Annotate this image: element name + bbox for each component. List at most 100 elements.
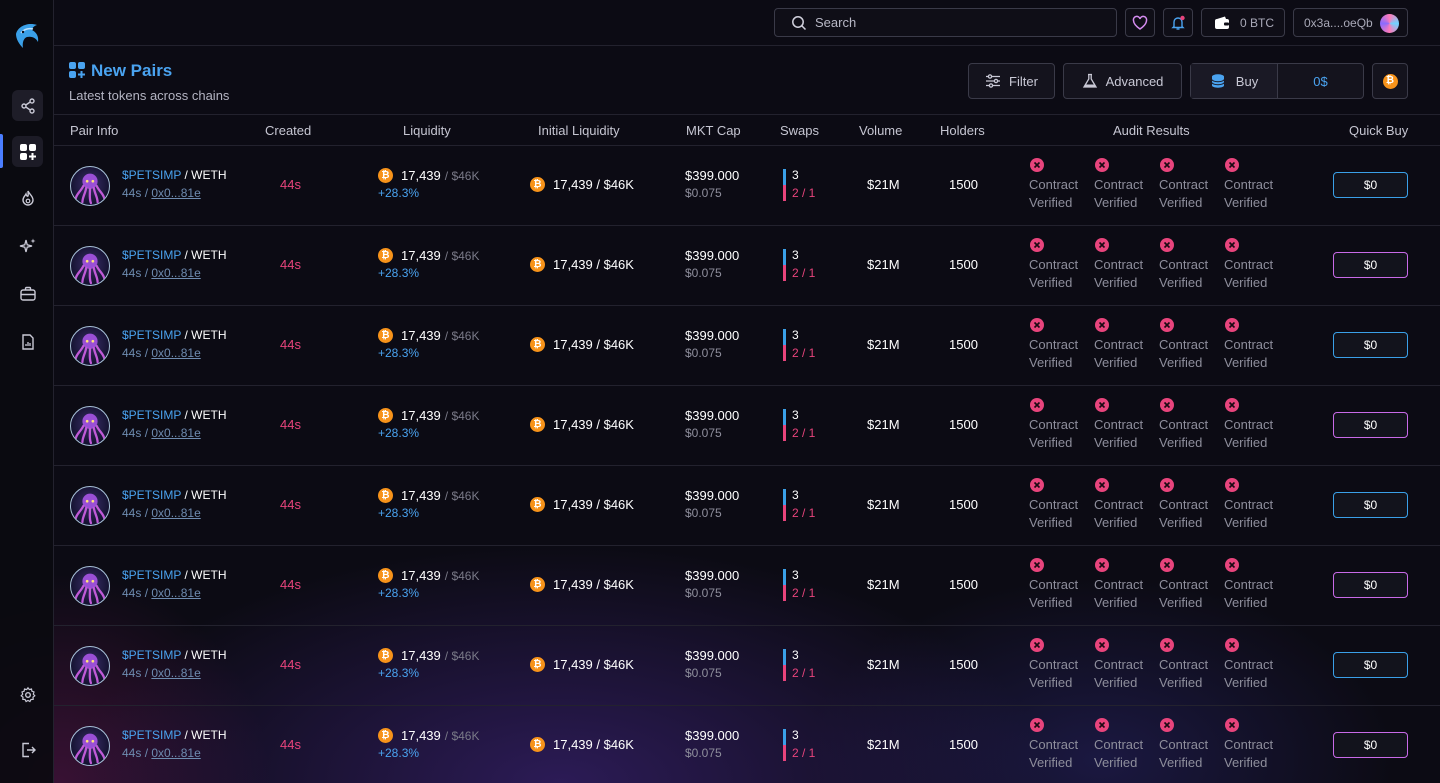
token-avatar <box>70 726 110 766</box>
chain-select-button[interactable]: ₿ <box>1372 63 1408 99</box>
column-created[interactable]: Created <box>265 123 312 138</box>
created-time: 44s <box>280 177 301 192</box>
trending-nav-button[interactable] <box>12 182 43 213</box>
table-row[interactable]: $PETSIMP / WETH 44s / 0x0...81e 44s ₿ 17… <box>54 306 1440 386</box>
favorites-button[interactable] <box>1125 8 1155 37</box>
audit-label: Contract Verified <box>1224 497 1274 530</box>
token-symbol[interactable]: $PETSIMP <box>122 728 182 742</box>
search-input[interactable] <box>815 15 1095 30</box>
token-avatar <box>70 166 110 206</box>
quick-buy-button[interactable]: $0 <box>1333 652 1408 678</box>
audit-label: Contract Verified <box>1094 657 1144 690</box>
liquidity-total-value: $46K <box>451 488 480 503</box>
quote-symbol: WETH <box>191 168 227 182</box>
audit-item: Contract Verified <box>1159 238 1215 292</box>
swaps-split: 2 / 1 <box>792 426 816 440</box>
quote-symbol-sep: / <box>184 728 192 742</box>
column-volume[interactable]: Volume <box>859 123 903 138</box>
contract-address-link[interactable]: 0x0...81e <box>151 346 201 360</box>
buy-button[interactable]: Buy <box>1191 64 1278 98</box>
token-symbol[interactable]: $PETSIMP <box>122 328 182 342</box>
quick-buy-button[interactable]: $0 <box>1333 492 1408 518</box>
bell-icon <box>1171 15 1185 30</box>
liquidity-total: / $46K <box>444 248 480 263</box>
settings-nav-button[interactable] <box>12 679 43 710</box>
table-row[interactable]: $PETSIMP / WETH 44s / 0x0...81e 44s ₿ 17… <box>54 706 1440 783</box>
table-row[interactable]: $PETSIMP / WETH 44s / 0x0...81e 44s ₿ 17… <box>54 146 1440 226</box>
audit-label: Contract Verified <box>1159 657 1209 690</box>
pair-name[interactable]: $PETSIMP / WETH <box>122 568 226 582</box>
ai-nav-button[interactable] <box>12 230 43 261</box>
advanced-button[interactable]: Advanced <box>1063 63 1182 99</box>
contract-address-link[interactable]: 0x0...81e <box>151 586 201 600</box>
contract-address-link[interactable]: 0x0...81e <box>151 426 201 440</box>
column-quick-buy[interactable]: Quick Buy <box>1349 123 1409 138</box>
column-initial-liquidity[interactable]: Initial Liquidity <box>538 123 620 138</box>
contract-address-link[interactable]: 0x0...81e <box>151 666 201 680</box>
quick-buy-button[interactable]: $0 <box>1333 572 1408 598</box>
quick-buy-button[interactable]: $0 <box>1333 332 1408 358</box>
share-nav-button[interactable] <box>12 90 43 121</box>
token-symbol[interactable]: $PETSIMP <box>122 648 182 662</box>
quick-buy-button[interactable]: $0 <box>1333 172 1408 198</box>
new-pairs-nav-button[interactable] <box>12 136 43 167</box>
filter-button[interactable]: Filter <box>968 63 1055 99</box>
table-row[interactable]: $PETSIMP / WETH 44s / 0x0...81e 44s ₿ 17… <box>54 466 1440 546</box>
table-row[interactable]: $PETSIMP / WETH 44s / 0x0...81e 44s ₿ 17… <box>54 386 1440 466</box>
pair-name[interactable]: $PETSIMP / WETH <box>122 728 226 742</box>
quick-buy-button[interactable]: $0 <box>1333 252 1408 278</box>
audit-fail-icon <box>1225 158 1239 172</box>
column-swaps[interactable]: Swaps <box>780 123 820 138</box>
contract-address-link[interactable]: 0x0...81e <box>151 266 201 280</box>
token-symbol[interactable]: $PETSIMP <box>122 488 182 502</box>
contract-address-link[interactable]: 0x0...81e <box>151 746 201 760</box>
reports-nav-button[interactable] <box>12 326 43 357</box>
token-symbol[interactable]: $PETSIMP <box>122 408 182 422</box>
audit-item: Contract Verified <box>1159 318 1215 372</box>
pair-name[interactable]: $PETSIMP / WETH <box>122 248 226 262</box>
wallet-address-button[interactable]: 0x3a....oeQb <box>1293 8 1408 37</box>
column-mkt-cap[interactable]: MKT Cap <box>686 123 741 138</box>
pair-name[interactable]: $PETSIMP / WETH <box>122 488 226 502</box>
swaps-total: 3 <box>792 568 799 582</box>
column-liquidity[interactable]: Liquidity <box>403 123 451 138</box>
token-price: $0.075 <box>685 666 722 680</box>
contract-address-link[interactable]: 0x0...81e <box>151 506 201 520</box>
bitcoin-icon: ₿ <box>378 248 393 263</box>
bitcoin-icon: ₿ <box>378 408 393 423</box>
portfolio-nav-button[interactable] <box>12 278 43 309</box>
column-audit-results[interactable]: Audit Results <box>1113 123 1190 138</box>
quick-buy-button[interactable]: $0 <box>1333 732 1408 758</box>
liquidity-total-value: $46K <box>451 648 480 663</box>
btc-balance-button[interactable]: 0 BTC <box>1201 8 1285 37</box>
quick-buy-button[interactable]: $0 <box>1333 412 1408 438</box>
pair-name[interactable]: $PETSIMP / WETH <box>122 648 226 662</box>
liquidity-total: / $46K <box>444 568 480 583</box>
initial-liquidity: ₿ 17,439 / $46K <box>530 337 634 352</box>
buy-amount-input[interactable]: 0$ <box>1313 73 1328 89</box>
pair-name[interactable]: $PETSIMP / WETH <box>122 168 226 182</box>
dolphin-logo-icon[interactable] <box>12 20 42 54</box>
token-symbol[interactable]: $PETSIMP <box>122 568 182 582</box>
search-box[interactable] <box>774 8 1117 37</box>
token-symbol[interactable]: $PETSIMP <box>122 168 182 182</box>
pair-name[interactable]: $PETSIMP / WETH <box>122 408 226 422</box>
pair-meta: 44s / 0x0...81e <box>122 666 201 680</box>
notifications-button[interactable] <box>1163 8 1193 37</box>
token-symbol[interactable]: $PETSIMP <box>122 248 182 262</box>
octopus-icon <box>74 573 106 605</box>
pair-name[interactable]: $PETSIMP / WETH <box>122 328 226 342</box>
audit-fail-icon <box>1095 638 1109 652</box>
table-row[interactable]: $PETSIMP / WETH 44s / 0x0...81e 44s ₿ 17… <box>54 226 1440 306</box>
sell-swaps-bar <box>783 345 786 361</box>
swaps-split: 2 / 1 <box>792 666 816 680</box>
table-row[interactable]: $PETSIMP / WETH 44s / 0x0...81e 44s ₿ 17… <box>54 546 1440 626</box>
contract-address-link[interactable]: 0x0...81e <box>151 186 201 200</box>
audit-label: Contract Verified <box>1094 257 1144 290</box>
audit-item: Contract Verified <box>1159 478 1215 532</box>
audit-item: Contract Verified <box>1029 558 1085 612</box>
table-row[interactable]: $PETSIMP / WETH 44s / 0x0...81e 44s ₿ 17… <box>54 626 1440 706</box>
column-pair-info[interactable]: Pair Info <box>70 123 119 138</box>
logout-nav-button[interactable] <box>12 734 43 765</box>
column-holders[interactable]: Holders <box>940 123 985 138</box>
